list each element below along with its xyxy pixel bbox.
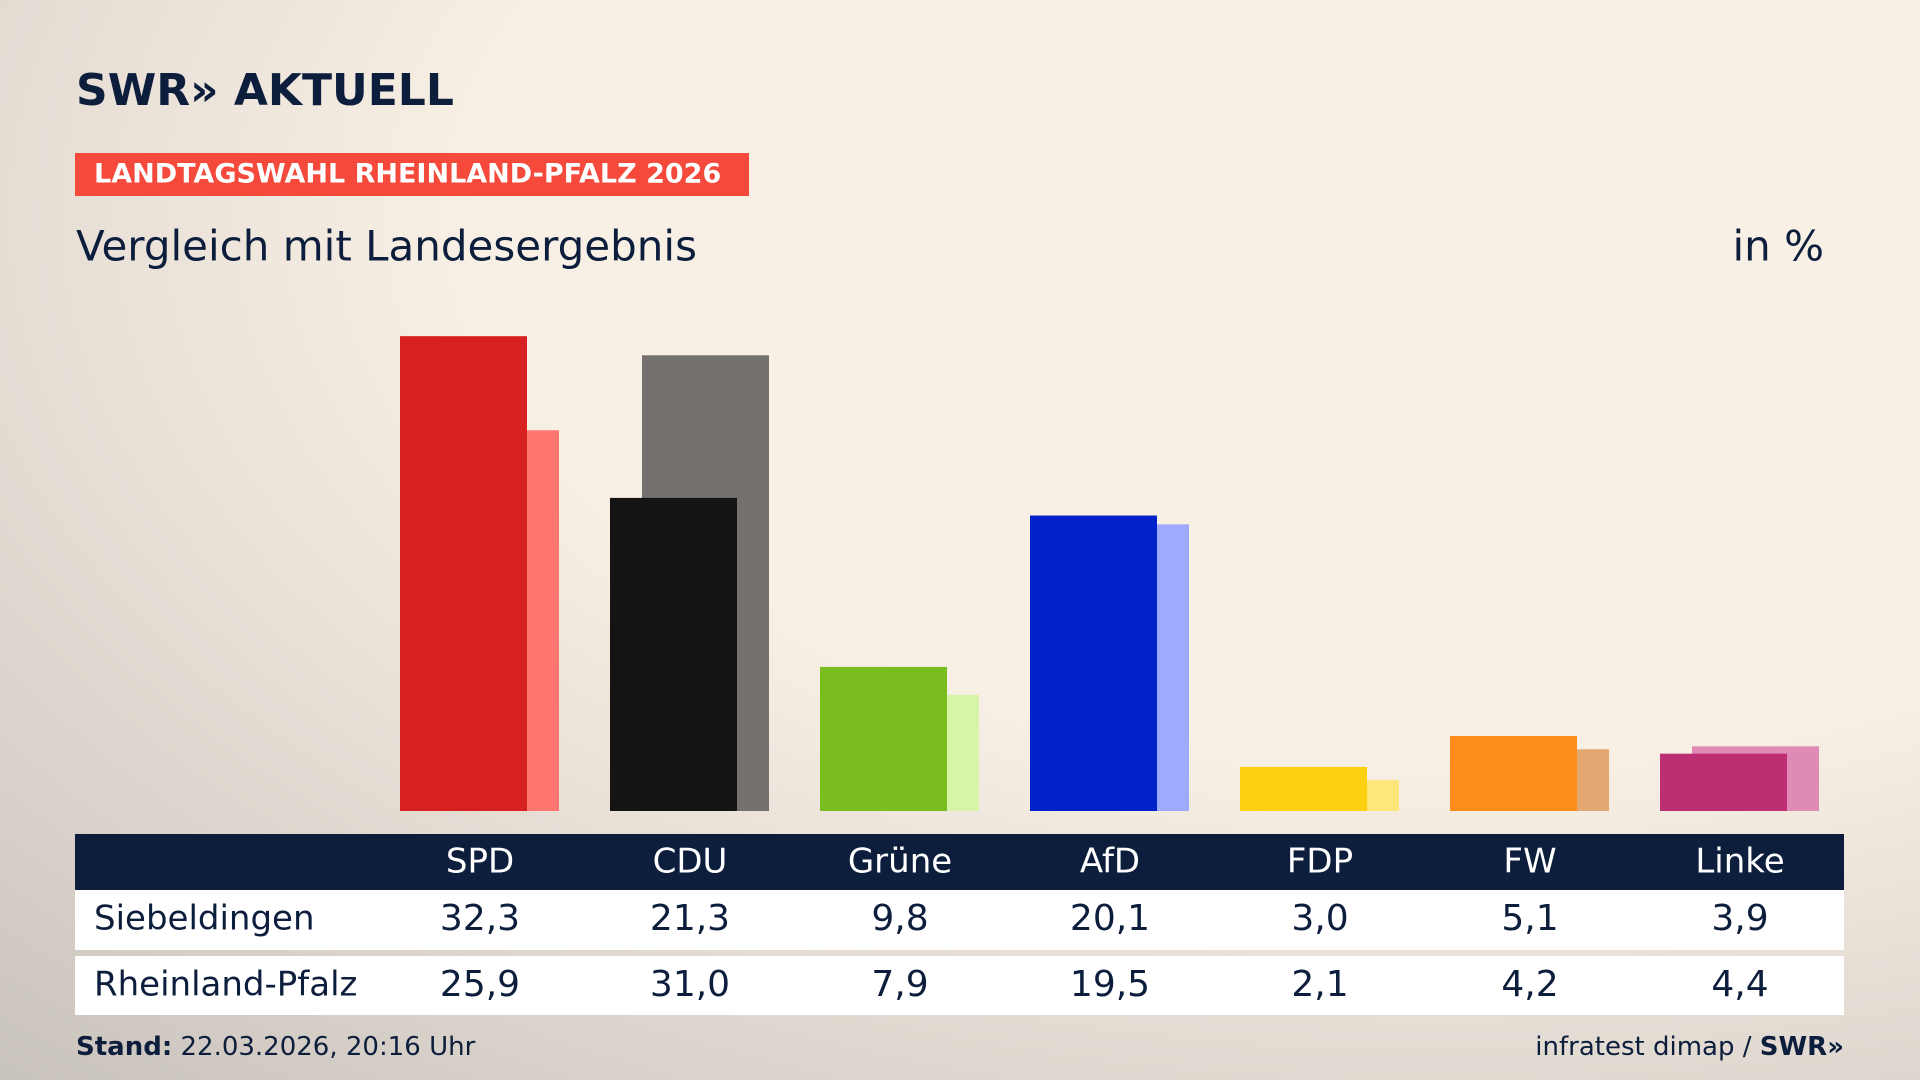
bar [610,497,737,811]
table-value: 3,9 [1711,898,1768,939]
brand: SWR» AKTUELL [76,65,454,116]
bar [1660,753,1787,811]
table-value: 2,1 [1291,964,1348,1005]
column-header: AfD [1080,842,1140,882]
table-value: 4,4 [1711,964,1768,1005]
bar [1240,766,1367,811]
table-value: 7,9 [871,964,928,1005]
bar [820,666,947,811]
chart-title: Vergleich mit Landesergebnis [76,222,697,271]
table-value: 32,3 [440,898,520,939]
table-value: 19,5 [1070,964,1150,1005]
table-value: 25,9 [440,964,520,1005]
legend-label: Rheinland-Pfalz [94,965,357,1005]
table-row [75,890,1844,950]
column-header: FW [1503,842,1556,882]
bar [1030,515,1157,811]
table-value: 31,0 [650,964,730,1005]
footer-stand: Stand: 22.03.2026, 20:16 Uhr [76,1032,476,1062]
table-value: 3,0 [1291,898,1348,939]
legend-label: Siebeldingen [94,899,315,939]
table-value: 9,8 [871,898,928,939]
column-header: CDU [653,842,728,882]
column-header: Linke [1695,842,1784,882]
kicker: LANDTAGSWAHL RHEINLAND-PFALZ 2026 [94,159,721,190]
bar [400,336,527,811]
column-header: SPD [446,842,514,882]
table-value: 21,3 [650,898,730,939]
footer-source: infratest dimap / SWR» [1535,1032,1844,1062]
table-header [75,834,1844,890]
kicker-box [75,153,749,196]
table-value: 4,2 [1501,964,1558,1005]
table-value: 20,1 [1070,898,1150,939]
bar [1450,736,1577,811]
unit: in % [1732,222,1824,271]
column-header: Grüne [848,842,952,882]
column-header: FDP [1287,842,1353,882]
table-row [75,956,1844,1015]
table-value: 5,1 [1501,898,1558,939]
